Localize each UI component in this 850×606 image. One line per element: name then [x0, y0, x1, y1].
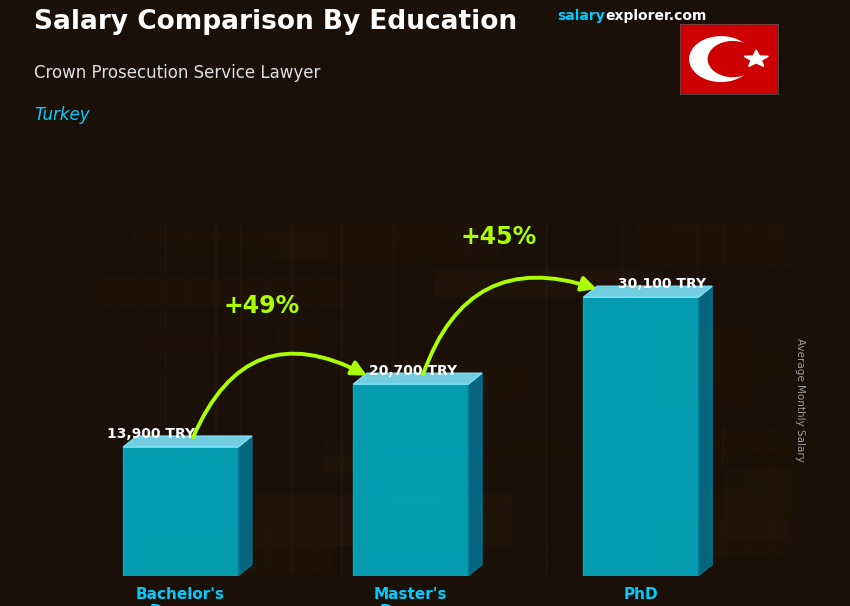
Text: 13,900 TRY: 13,900 TRY — [107, 427, 195, 441]
Circle shape — [708, 42, 757, 76]
Bar — [76, 379, 380, 450]
Bar — [237, 182, 405, 239]
Bar — [143, 463, 267, 540]
Bar — [254, 486, 507, 496]
Bar — [371, 228, 634, 254]
Bar — [581, 206, 800, 267]
Polygon shape — [354, 373, 482, 384]
Bar — [349, 502, 424, 518]
Bar — [802, 331, 850, 360]
Bar — [583, 298, 699, 576]
Bar — [680, 513, 850, 548]
Polygon shape — [744, 50, 768, 67]
Bar — [269, 418, 473, 500]
Bar — [441, 191, 718, 236]
Bar — [186, 277, 423, 352]
Text: Turkey: Turkey — [34, 106, 89, 124]
Polygon shape — [699, 286, 712, 576]
Polygon shape — [468, 373, 482, 576]
Bar — [81, 235, 191, 313]
Bar — [241, 449, 399, 484]
Bar — [438, 282, 479, 312]
Bar — [204, 390, 485, 399]
Bar — [394, 353, 558, 393]
Bar — [126, 531, 337, 551]
Bar — [658, 558, 824, 574]
Text: 20,700 TRY: 20,700 TRY — [369, 364, 457, 378]
Polygon shape — [583, 286, 712, 298]
Bar — [68, 268, 313, 354]
Bar — [232, 351, 317, 402]
Bar — [467, 503, 549, 521]
Bar — [666, 370, 850, 385]
Bar — [278, 314, 411, 374]
Bar — [541, 500, 832, 511]
Bar — [583, 192, 745, 225]
Bar — [738, 481, 842, 516]
Text: 30,100 TRY: 30,100 TRY — [618, 277, 706, 291]
Bar — [123, 447, 238, 576]
Bar — [196, 382, 441, 453]
Bar — [176, 433, 487, 450]
Text: +45%: +45% — [460, 225, 536, 249]
Text: Average Monthly Salary: Average Monthly Salary — [795, 338, 805, 462]
Bar — [665, 364, 850, 428]
Bar — [624, 255, 747, 307]
Text: +49%: +49% — [223, 294, 299, 318]
Text: salary: salary — [557, 9, 604, 23]
Bar — [354, 384, 468, 576]
Bar — [636, 542, 835, 570]
Bar — [496, 448, 610, 511]
Bar — [727, 422, 847, 484]
Bar — [386, 439, 627, 469]
Text: Salary Comparison By Education: Salary Comparison By Education — [34, 9, 517, 35]
Text: explorer.com: explorer.com — [605, 9, 706, 23]
Bar — [110, 379, 405, 391]
Bar — [547, 263, 815, 342]
Bar — [340, 487, 469, 514]
Bar — [237, 326, 315, 413]
Bar — [695, 302, 850, 310]
Bar — [560, 421, 847, 506]
Bar — [587, 499, 687, 522]
Bar — [266, 513, 361, 563]
Circle shape — [689, 37, 752, 81]
Bar — [603, 239, 850, 307]
Bar — [408, 390, 703, 434]
Bar — [760, 251, 850, 302]
Bar — [543, 273, 778, 344]
Bar — [75, 362, 178, 384]
FancyArrowPatch shape — [423, 278, 592, 375]
Bar — [744, 494, 850, 543]
Polygon shape — [238, 436, 252, 576]
Bar — [552, 522, 638, 544]
Bar — [231, 291, 475, 379]
Bar — [114, 407, 411, 470]
Bar — [653, 450, 699, 487]
Bar — [358, 305, 506, 347]
FancyArrowPatch shape — [193, 353, 363, 437]
Bar — [84, 188, 302, 238]
Bar — [185, 220, 449, 245]
Polygon shape — [123, 436, 252, 447]
Bar — [199, 193, 432, 281]
Text: Crown Prosecution Service Lawyer: Crown Prosecution Service Lawyer — [34, 64, 320, 82]
Bar — [490, 441, 541, 476]
Bar — [612, 193, 828, 248]
Bar — [474, 372, 768, 416]
